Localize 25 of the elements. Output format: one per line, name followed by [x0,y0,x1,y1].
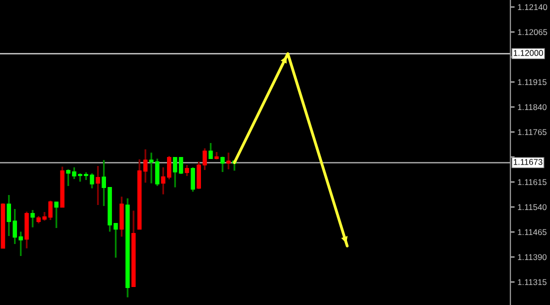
y-tick-label: 1.11390 [518,254,547,260]
y-tick-label: 1.12065 [518,29,548,36]
candlestick [190,166,196,192]
y-tick-label: 1.11540 [518,204,547,210]
candlestick [220,156,225,173]
candlestick [30,209,35,228]
y-tick-label: 1.11915 [518,79,547,86]
y-tick-label: 1.11765 [518,129,547,136]
candlestick [143,148,148,184]
y-tick-label: 1.11615 [518,179,547,186]
y-tick-label: 1.11840 [518,104,547,110]
candlestick [184,164,190,177]
candlestick [90,172,94,190]
ref-line-label: 1.11673 [514,159,542,165]
candlestick [208,142,213,160]
candlestick [172,156,178,188]
ref-line-label: 1.12000 [514,50,543,56]
candlestick [48,200,53,221]
y-tick-label: 1.12140 [518,4,548,10]
y-tick-label: 1.11315 [518,279,547,286]
candlestick [54,200,59,229]
y-tick-label: 1.11465 [518,229,547,236]
candlestick [226,152,231,170]
candlestick [178,156,184,175]
candlestick [96,165,100,206]
